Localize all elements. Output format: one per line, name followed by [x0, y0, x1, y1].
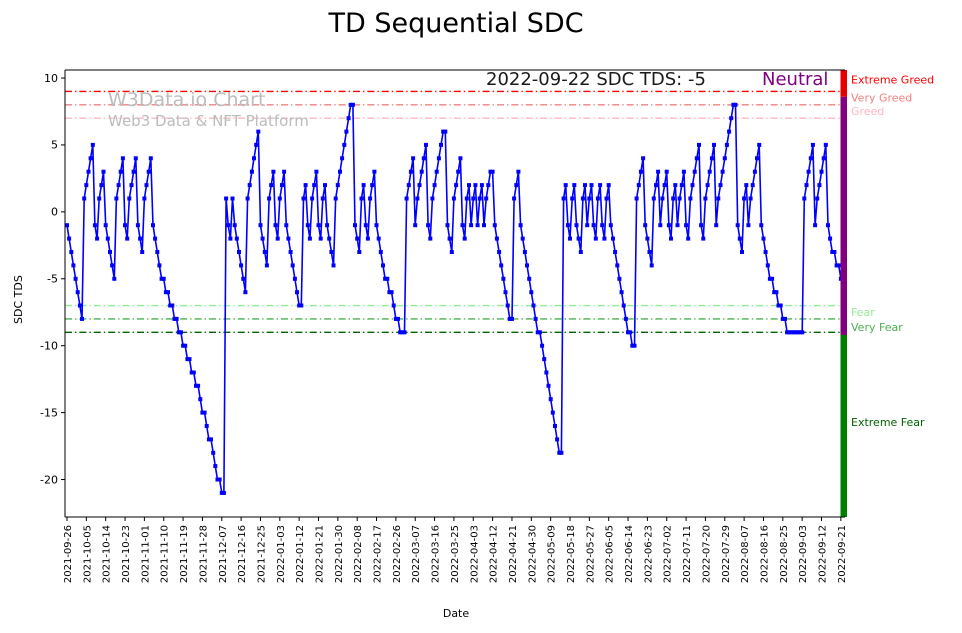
sentiment-bar-segment-0 [840, 70, 847, 97]
x-tick-label: 2021-11-10 [160, 525, 171, 583]
x-tick-label: 2022-04-30 [527, 525, 538, 583]
x-tick-label: 2022-05-09 [547, 525, 558, 583]
x-tick-label: 2021-10-14 [102, 525, 113, 583]
x-tick-label: 2022-02-08 [353, 525, 364, 583]
watermark-line2: Web3 Data & NFT Platform [108, 112, 309, 130]
x-tick-label: 2022-04-03 [469, 525, 480, 583]
zone-label-fear: Fear [851, 306, 875, 319]
y-tick-label: -20 [40, 473, 58, 486]
x-tick-label: 2022-06-14 [624, 525, 635, 583]
x-tick-label: 2021-12-16 [237, 525, 248, 583]
zone-label-very-fear: Very Fear [851, 321, 903, 334]
x-tick-label: 2022-02-26 [392, 525, 403, 583]
x-tick-label: 2022-09-12 [818, 525, 829, 583]
zone-label-greed: Greed [851, 105, 884, 118]
x-tick-label: 2022-07-02 [663, 525, 674, 583]
sdc-markers [65, 102, 845, 495]
x-tick-label: 2022-01-12 [295, 525, 306, 583]
x-tick-label: 2021-12-25 [256, 525, 267, 583]
x-tick-label: 2021-10-05 [82, 525, 93, 583]
y-tick-label: -5 [47, 273, 58, 286]
x-tick-label: 2021-12-07 [218, 525, 229, 583]
zone-label-extreme-greed: Extreme Greed [851, 73, 934, 86]
x-axis-title: Date [442, 607, 470, 620]
x-tick-label: 2022-06-05 [605, 525, 616, 583]
sdc-line [66, 104, 843, 494]
y-tick-label: 0 [51, 206, 58, 219]
x-tick-label: 2022-09-21 [837, 525, 848, 583]
x-tick-label: 2022-08-16 [759, 525, 770, 583]
y-tick-label: -10 [40, 339, 58, 352]
chart-title: TD Sequential SDC [328, 8, 584, 39]
y-tick-label: 10 [44, 72, 58, 85]
sentiment-bar-segment-1 [840, 96, 847, 335]
sentiment-state-label: Neutral [762, 69, 829, 90]
x-tick-label: 2022-01-30 [334, 525, 345, 583]
watermark-line1: W3Data.io Chart [108, 89, 266, 111]
x-tick-label: 2022-08-07 [740, 525, 751, 583]
x-tick-label: 2021-11-19 [179, 525, 190, 583]
zone-label-extreme-fear: Extreme Fear [851, 416, 925, 429]
x-tick-label: 2022-09-03 [798, 525, 809, 583]
x-tick-label: 2022-03-07 [411, 525, 422, 583]
x-tick-label: 2022-03-25 [450, 525, 461, 583]
zone-label-very-greed: Very Greed [851, 91, 912, 104]
x-tick-label: 2022-03-16 [431, 525, 442, 583]
x-tick-label: 2022-04-12 [489, 525, 500, 583]
x-tick-label: 2022-08-25 [779, 525, 790, 583]
x-tick-label: 2022-06-23 [643, 525, 654, 583]
x-tick-label: 2021-11-28 [198, 525, 209, 583]
annotation-text: 2022-09-22 SDC TDS: -5 [486, 69, 706, 90]
x-tick-label: 2022-01-21 [315, 525, 326, 583]
x-tick-label: 2021-10-23 [121, 525, 132, 583]
x-tick-label: 2022-07-29 [721, 525, 732, 583]
x-tick-label: 2022-02-17 [373, 525, 384, 583]
x-tick-label: 2022-07-11 [682, 525, 693, 583]
x-tick-label: 2022-07-20 [701, 525, 712, 583]
y-axis-title: SDC TDS [12, 275, 25, 324]
x-tick-label: 2022-01-03 [276, 525, 287, 583]
sentiment-bar-segment-2 [840, 334, 847, 517]
x-tick-label: 2022-05-18 [566, 525, 577, 583]
y-tick-label: 5 [51, 139, 58, 152]
x-tick-label: 2022-04-21 [508, 525, 519, 583]
x-tick-label: 2022-05-27 [585, 525, 596, 583]
x-tick-label: 2021-11-01 [140, 525, 151, 583]
x-tick-label: 2021-09-26 [63, 525, 74, 583]
y-tick-label: -15 [40, 406, 58, 419]
